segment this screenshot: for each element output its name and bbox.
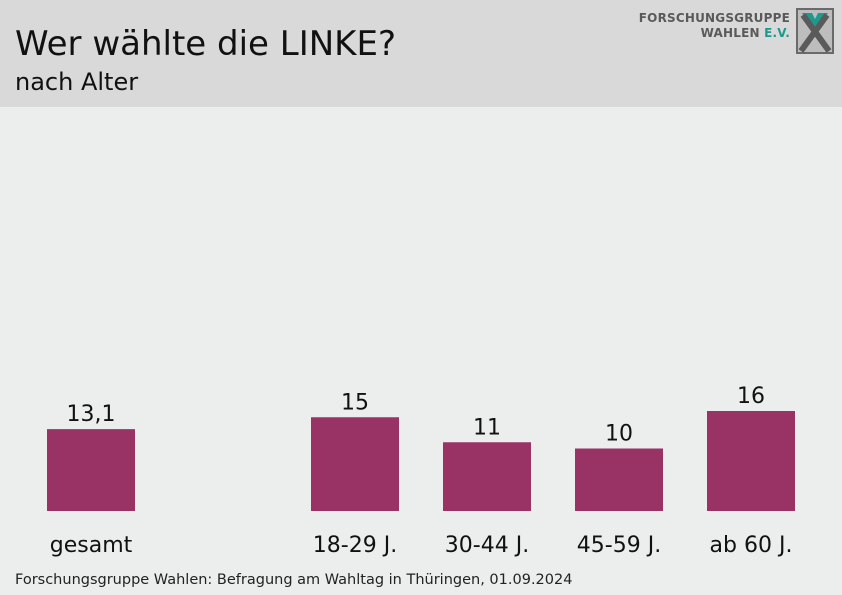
bar-1 bbox=[311, 417, 399, 511]
source-footnote: Forschungsgruppe Wahlen: Befragung am Wa… bbox=[15, 572, 573, 588]
logo-line-2-main: WAHLEN bbox=[700, 26, 760, 40]
bar-2 bbox=[443, 442, 531, 511]
logo: FORSCHUNGSGRUPPE WAHLEN E.V. bbox=[639, 8, 834, 56]
page-subtitle: nach Alter bbox=[15, 68, 139, 96]
bar-value-label-4: 16 bbox=[737, 384, 765, 409]
logo-line-2-accent: E.V. bbox=[764, 26, 790, 40]
fgw-x-logo-icon bbox=[796, 8, 834, 54]
page-title: Wer wählte die LINKE? bbox=[15, 24, 397, 64]
logo-line-2: WAHLEN E.V. bbox=[639, 26, 790, 41]
logo-line-1: FORSCHUNGSGRUPPE bbox=[638, 11, 790, 25]
bar-3 bbox=[575, 448, 663, 511]
category-label-0: gesamt bbox=[50, 533, 133, 558]
bar-0 bbox=[47, 429, 135, 511]
bar-value-label-2: 11 bbox=[473, 415, 501, 440]
category-label-1: 18-29 J. bbox=[313, 533, 397, 558]
category-label-3: 45-59 J. bbox=[577, 533, 661, 558]
bar-value-label-1: 15 bbox=[341, 390, 369, 415]
bar-value-label-0: 13,1 bbox=[67, 402, 116, 427]
logo-wordmark: FORSCHUNGSGRUPPE WAHLEN E.V. bbox=[639, 11, 790, 41]
bar-4 bbox=[707, 411, 795, 511]
bar-value-label-3: 10 bbox=[605, 422, 633, 447]
category-label-4: ab 60 J. bbox=[710, 533, 793, 558]
header-band: Wer wählte die LINKE? nach Alter FORSCHU… bbox=[0, 0, 842, 107]
category-label-2: 30-44 J. bbox=[445, 533, 529, 558]
